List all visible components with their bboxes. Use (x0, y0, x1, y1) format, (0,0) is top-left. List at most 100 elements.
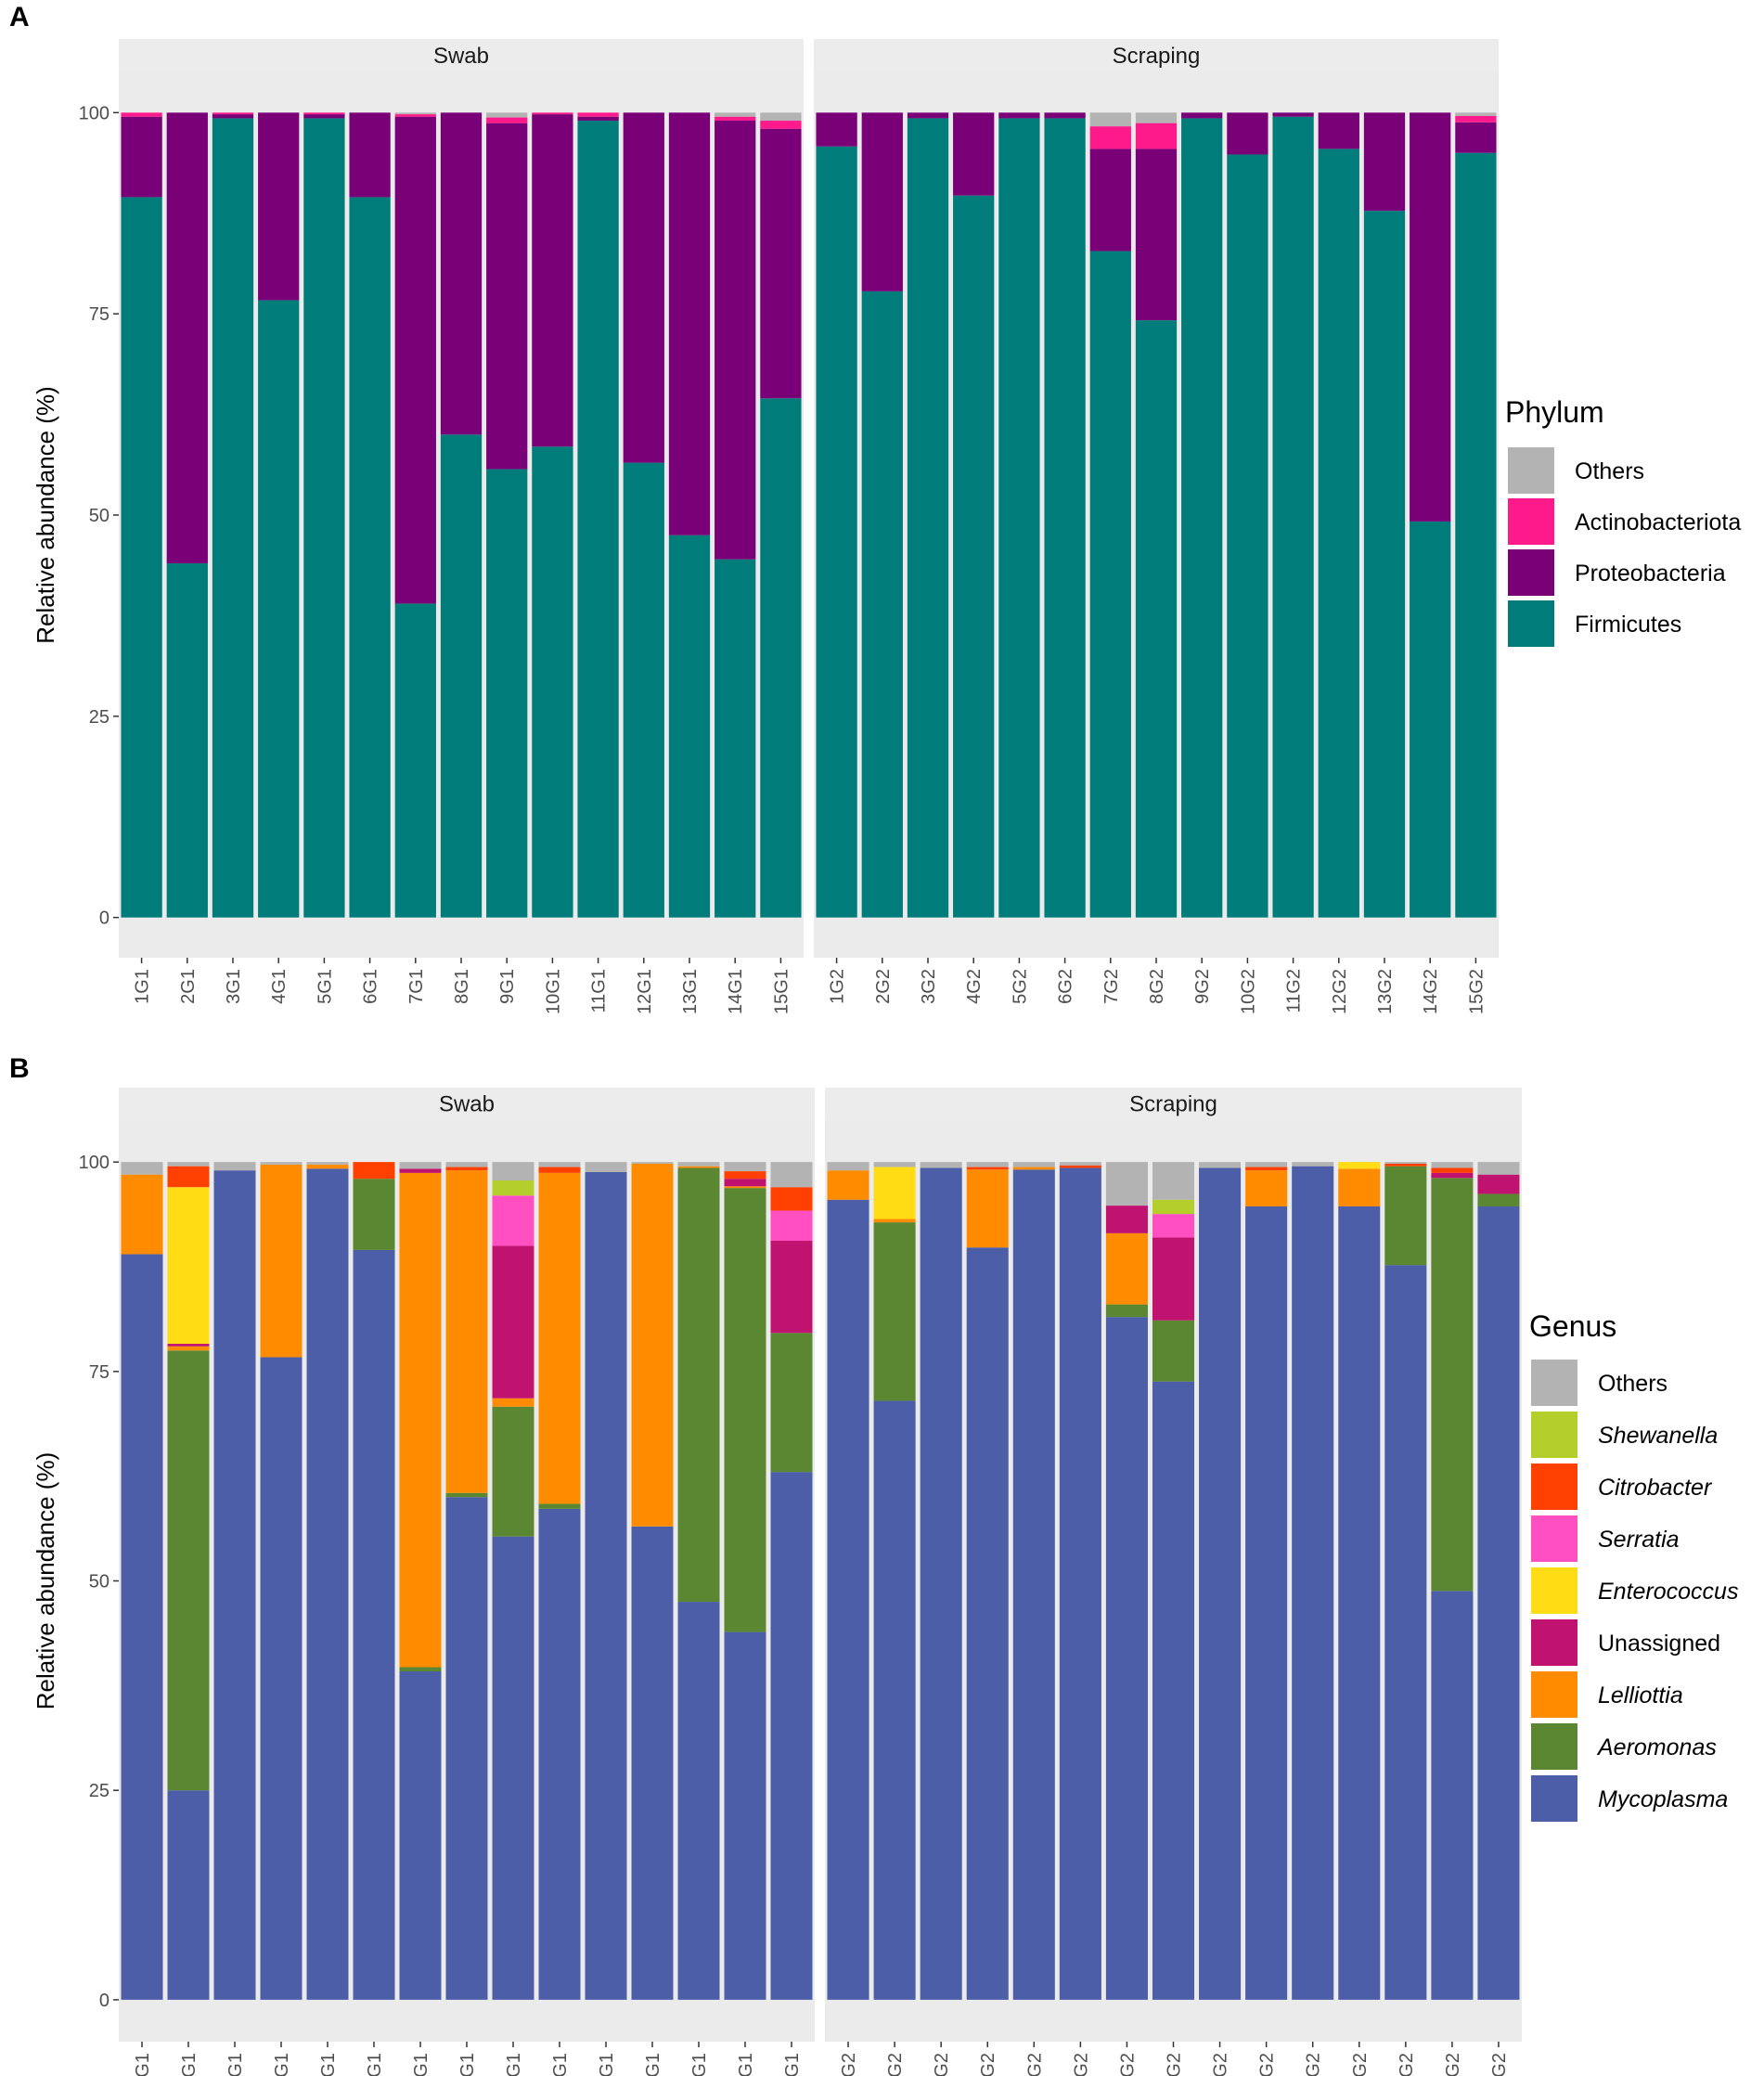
legend-title: Phylum (1505, 395, 1604, 429)
bar-segment-5G2-mycoplasma (1012, 1169, 1055, 2000)
bar-segment-3G1-actinobacteriota (212, 112, 254, 115)
legend: Phylum Others Actinobacteriota Proteobacter… (1505, 395, 1741, 647)
x-tick-label: 3G1 (225, 2053, 246, 2076)
facet-swab: Swab 1G1 2G1 3G1 4G1 5G1 6G1 7G1 8G1 9G1 10G1 11G1 1… (119, 39, 804, 1014)
legend-label-serratia: Serratia (1598, 1527, 1680, 1553)
bar-segment-4G2-firmicutes (953, 195, 995, 918)
bar-segment-2G2-lelliottia (873, 1219, 916, 1223)
x-tick-label: 7G1 (411, 2053, 431, 2076)
bar-segment-5G1-lelliottia (306, 1164, 349, 1169)
bar-segment-13G2-firmicutes (1363, 211, 1406, 918)
bar-segment-3G1-others (213, 1162, 256, 1171)
bar-segment-15G2-unassigned (1477, 1174, 1520, 1194)
x-tick-label: 7G2 (1117, 2053, 1138, 2076)
bar-segment-5G1-firmicutes (303, 118, 345, 918)
bar-segment-2G2-mycoplasma (873, 1400, 916, 2000)
y-tick-label: 75 (89, 304, 109, 325)
x-tick-label: 10G2 (1238, 969, 1258, 1014)
x-tick-label: 9G1 (504, 2053, 524, 2076)
bar-segment-7G1-firmicutes (394, 603, 436, 918)
bar-segment-11G2-firmicutes (1272, 116, 1314, 918)
bar-segment-9G1-unassigned (492, 1245, 534, 1399)
bar-segment-15G1-others (770, 1162, 813, 1188)
facet-strip-label: Scraping (1113, 44, 1201, 69)
facet-strip-label: Swab (433, 44, 489, 69)
bar-segment-5G2-others (1012, 1162, 1055, 1167)
x-tick-label: 1G1 (133, 969, 153, 1004)
bar-segment-2G1-proteobacteria (166, 112, 208, 564)
bar-segment-1G1-others (121, 1162, 163, 1175)
facet-strip-label: Scraping (1129, 1092, 1217, 1117)
bar-segment-14G2-mycoplasma (1431, 1591, 1474, 2000)
bar-segment-5G1-proteobacteria (303, 114, 345, 119)
bar-segment-6G2-citrobacter (1059, 1165, 1101, 1168)
bar-segment-1G1-proteobacteria (121, 116, 162, 198)
bar-segment-2G1-enterococcus (167, 1187, 210, 1345)
bar-segment-9G2-proteobacteria (1181, 112, 1223, 119)
bar-segment-1G2-firmicutes (816, 146, 857, 918)
bar-segment-2G2-proteobacteria (861, 112, 903, 291)
bar-segment-1G2-proteobacteria (816, 112, 857, 147)
x-tick-label: 11G1 (597, 2053, 617, 2076)
y-tick-label: 75 (89, 1362, 109, 1383)
legend-label-enterococcus: Enterococcus (1598, 1579, 1738, 1605)
bar-segment-14G1-firmicutes (715, 559, 756, 918)
bar-segment-12G1-firmicutes (623, 462, 664, 918)
bar-segment-12G1-lelliottia (631, 1163, 674, 1527)
facet-strip (119, 1088, 815, 1120)
bar-segment-2G1-citrobacter (167, 1166, 210, 1188)
bar-segment-12G1-mycoplasma (631, 1526, 674, 2000)
bar-segment-7G2-lelliottia (1105, 1232, 1148, 1305)
bar-segment-7G1-actinobacteriota (394, 114, 436, 117)
bar-segment-9G1-shewanella (492, 1180, 534, 1196)
bar-segment-7G2-aeromonas (1105, 1304, 1148, 1318)
bar-segment-2G1-unassigned (167, 1344, 210, 1347)
bar-segment-8G2-unassigned (1152, 1237, 1195, 1321)
bar-segment-9G1-firmicutes (486, 469, 528, 918)
x-tick-label: 15G2 (1489, 2053, 1510, 2076)
bar-segment-9G1-aeromonas (492, 1406, 534, 1537)
bar-segment-4G2-mycoplasma (966, 1247, 1009, 2000)
legend-label-aeromonas: Aeromonas (1596, 1734, 1717, 1760)
x-tick-label: 10G2 (1257, 2053, 1278, 2076)
bar-segment-11G2-proteobacteria (1272, 112, 1314, 117)
bar-segment-14G1-unassigned (724, 1179, 766, 1187)
bar-segment-3G1-mycoplasma (213, 1170, 256, 2000)
legend-key-shewanella (1531, 1412, 1577, 1458)
bar-segment-14G1-others (724, 1162, 766, 1172)
y-axis-title: Relative abundance (%) (32, 1452, 59, 1710)
bar-segment-14G2-aeromonas (1431, 1178, 1474, 1592)
legend-key-actinobacteriota (1508, 498, 1554, 545)
bar-segment-13G1-mycoplasma (677, 1602, 720, 2000)
bar-segment-6G2-others (1059, 1162, 1101, 1166)
bar-segment-11G1-actinobacteriota (577, 112, 619, 117)
bar-segment-14G1-lelliottia (724, 1186, 766, 1189)
bar-segment-4G1-firmicutes (258, 300, 300, 918)
bar-segment-10G2-others (1245, 1162, 1288, 1167)
bar-segment-11G2-others (1292, 1162, 1334, 1167)
bar-segment-9G1-actinobacteriota (486, 117, 528, 123)
bar-segment-11G1-others (585, 1162, 627, 1172)
bar-segment-15G1-proteobacteria (760, 128, 802, 399)
bar-segment-8G2-others (1152, 1162, 1195, 1200)
bar-segment-2G2-others (873, 1162, 916, 1167)
bar-segment-8G2-aeromonas (1152, 1320, 1195, 1382)
x-tick-label: 12G2 (1330, 969, 1350, 1014)
x-tick-label: 5G2 (1024, 2053, 1045, 2076)
legend-key-firmicutes (1508, 600, 1554, 647)
bar-segment-8G2-firmicutes (1135, 320, 1178, 918)
bar-segment-7G2-actinobacteriota (1089, 126, 1131, 149)
bar-segment-6G2-proteobacteria (1044, 112, 1086, 119)
bar-segment-10G1-actinobacteriota (532, 112, 573, 115)
bar-segment-13G1-aeromonas (677, 1167, 720, 1603)
x-tick-label: 6G1 (361, 969, 381, 1004)
x-tick-label: 10G1 (550, 2053, 571, 2076)
bar-segment-14G2-firmicutes (1410, 521, 1451, 918)
x-tick-label: 2G2 (885, 2053, 906, 2076)
bar-segment-7G1-mycoplasma (399, 1670, 442, 2000)
bar-segment-13G2-mycoplasma (1384, 1265, 1427, 2000)
bar-segment-13G2-others (1384, 1162, 1427, 1164)
bar-segment-14G1-citrobacter (724, 1171, 766, 1180)
bar-segment-1G2-lelliottia (827, 1170, 869, 1200)
bar-segment-15G1-aeromonas (770, 1333, 813, 1473)
